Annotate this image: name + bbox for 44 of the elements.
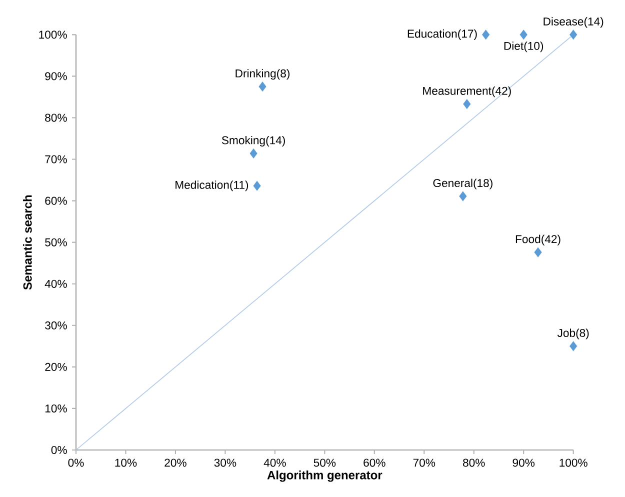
point xyxy=(458,190,468,202)
y-tick-label: 100% xyxy=(39,30,67,39)
x-tick-label: 10% xyxy=(115,458,137,467)
point xyxy=(249,148,258,159)
annotation: Smoking(14) xyxy=(222,136,285,147)
point xyxy=(569,340,578,352)
annotation: Job(8) xyxy=(557,328,589,340)
annotation: Education(17) xyxy=(408,29,477,40)
x-tick-label: 30% xyxy=(214,458,236,467)
x-tick-label: 80% xyxy=(463,458,485,467)
y-tick-label: 80% xyxy=(45,114,67,122)
x-tick-label: 90% xyxy=(512,458,535,467)
y-tick-label: 50% xyxy=(45,238,67,246)
y-tick-label: 0% xyxy=(51,446,67,454)
annotation: Measurement(42) xyxy=(423,86,511,98)
x-tick-label: 70% xyxy=(413,458,436,467)
y-tick-label: 40% xyxy=(44,280,67,288)
y-tick-label: 20% xyxy=(45,362,67,371)
y-tick-label: 60% xyxy=(45,196,67,205)
x-tick-label: 50% xyxy=(314,458,336,467)
annotation: General(18) xyxy=(433,178,492,190)
annotation: Food(42) xyxy=(516,234,560,246)
x-axis-title: Algorithm generator xyxy=(267,470,382,482)
annotation: Drinking(8) xyxy=(236,69,290,80)
x-tick-label: 40% xyxy=(264,458,286,467)
point xyxy=(519,29,528,40)
y-tick-label: 30% xyxy=(45,321,67,330)
point xyxy=(462,98,472,110)
x-tick-label: 100% xyxy=(560,458,588,467)
y-axis-title: Semantic search xyxy=(23,195,32,290)
x-tick-label: 0% xyxy=(68,458,84,467)
point xyxy=(534,246,542,258)
point xyxy=(569,29,578,40)
x-tick-label: 20% xyxy=(164,458,186,467)
annotation: Medication(11) xyxy=(176,180,248,192)
y-tick-label: 10% xyxy=(45,404,67,412)
x-tick-label: 60% xyxy=(364,458,386,467)
y-tick-label: 90% xyxy=(45,72,67,80)
annotation: Diet(10) xyxy=(504,42,544,52)
point xyxy=(482,29,490,40)
point xyxy=(258,81,267,92)
point xyxy=(252,180,262,192)
y-tick-label: 70% xyxy=(45,155,67,164)
annotation: Disease(14) xyxy=(544,17,604,28)
